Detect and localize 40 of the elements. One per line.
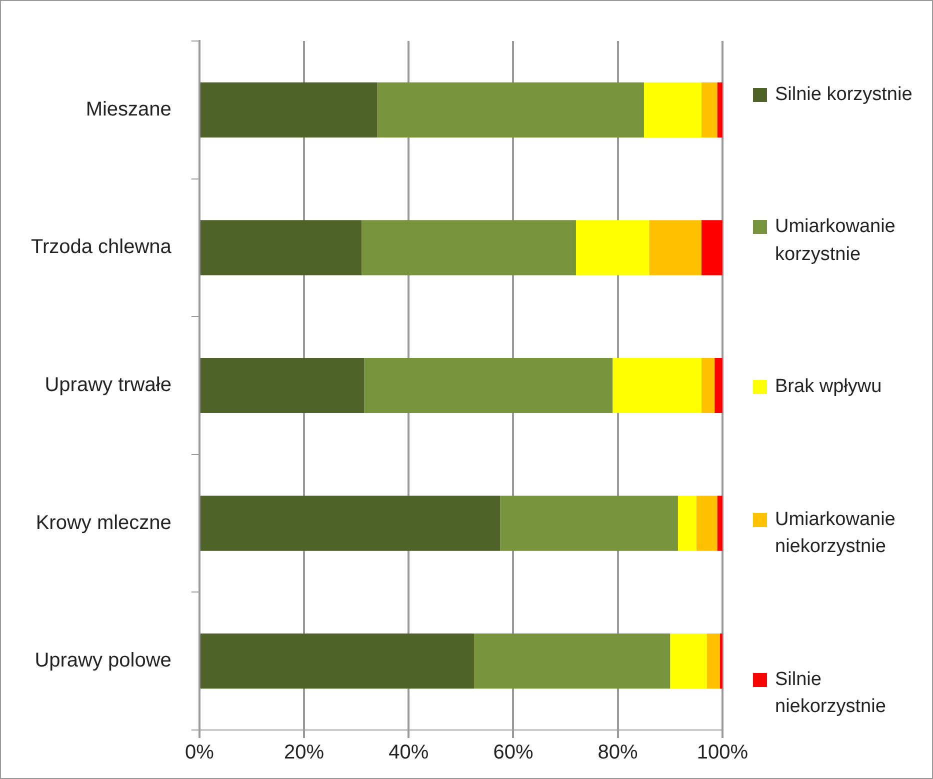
bar bbox=[200, 358, 364, 414]
bar bbox=[702, 220, 722, 276]
bar bbox=[200, 220, 362, 276]
x-tick-label: 80% bbox=[598, 742, 638, 764]
y-tick-label: Uprawy trwałe bbox=[44, 374, 172, 396]
y-tick-label: Krowy mleczne bbox=[36, 512, 172, 534]
bar bbox=[474, 634, 670, 689]
bar bbox=[714, 358, 722, 414]
bar bbox=[500, 496, 678, 551]
bar bbox=[612, 358, 702, 414]
bar bbox=[200, 634, 474, 689]
legend-label: Silnie korzystnie bbox=[775, 83, 912, 107]
y-tick-label: Uprawy polowe bbox=[34, 650, 172, 672]
bar bbox=[717, 496, 722, 551]
x-tick-label: 60% bbox=[493, 742, 534, 764]
bar bbox=[649, 220, 702, 276]
bar bbox=[576, 220, 650, 276]
bar bbox=[670, 634, 707, 689]
bar bbox=[200, 82, 378, 138]
legend-label: Umiarkowanie niekorzystnie bbox=[775, 508, 896, 560]
bar bbox=[706, 634, 720, 689]
x-tick-label: 100% bbox=[696, 742, 748, 764]
legend-label: Silnie niekorzystnie bbox=[775, 668, 887, 720]
bar bbox=[717, 82, 722, 138]
legend-label: Brak wpływu bbox=[775, 375, 882, 400]
x-tick-label: 0% bbox=[184, 742, 214, 764]
y-tick-label: Trzoda chlewna bbox=[30, 236, 172, 258]
x-tick-label: 20% bbox=[284, 742, 324, 764]
legend-label: Umiarkowanie korzystnie bbox=[775, 215, 896, 267]
bar bbox=[702, 82, 718, 138]
bar bbox=[702, 358, 715, 414]
bar bbox=[644, 82, 702, 138]
y-tick-label: Mieszane bbox=[86, 98, 172, 120]
bar bbox=[200, 496, 500, 551]
bar bbox=[362, 220, 576, 276]
bar bbox=[364, 358, 613, 414]
bar bbox=[377, 82, 644, 138]
x-tick-label: 40% bbox=[388, 742, 429, 764]
bar bbox=[696, 496, 718, 551]
bar bbox=[678, 496, 696, 551]
